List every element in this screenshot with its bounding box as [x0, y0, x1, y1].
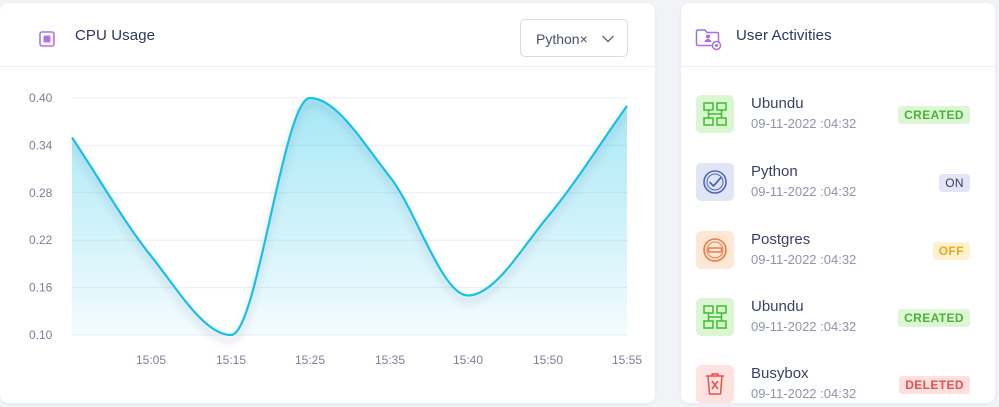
- cpu-card-title: CPU Usage: [75, 27, 156, 44]
- y-axis-ticks: 0.40 0.34 0.28 0.22 0.16 0.10: [29, 91, 53, 342]
- activity-item[interactable]: Ubundu 09-11-2022 :04:32 CREATED: [681, 286, 995, 354]
- activity-time: 09-11-2022 :04:32: [751, 386, 857, 401]
- status-badge: CREATED: [898, 309, 970, 327]
- check-circle-icon: [696, 163, 734, 201]
- no-entry-icon: [696, 231, 734, 269]
- activity-item[interactable]: Postgres 09-11-2022 :04:32 OFF: [681, 219, 995, 287]
- activity-time: 09-11-2022 :04:32: [751, 319, 857, 334]
- status-badge: CREATED: [898, 106, 970, 124]
- activity-time: 09-11-2022 :04:32: [751, 184, 857, 199]
- activity-name: Postgres: [751, 231, 811, 248]
- activity-name: Python: [751, 163, 798, 180]
- y-tick-label: 0.34: [29, 138, 53, 152]
- cpu-usage-card: CPU Usage Python× 0.40 0.34 0.28 0.22 0.16 0.…: [0, 3, 655, 403]
- activity-name: Ubundu: [751, 95, 804, 112]
- activity-item[interactable]: Busybox 09-11-2022 :04:32 DELETED: [681, 353, 995, 403]
- y-tick-label: 0.22: [29, 233, 53, 247]
- cpu-usage-area: [72, 98, 627, 335]
- process-select-dropdown[interactable]: Python×: [520, 19, 628, 57]
- activity-name: Ubundu: [751, 298, 804, 315]
- cpu-chip-icon: [35, 27, 59, 51]
- status-badge: OFF: [932, 242, 970, 260]
- activities-card-header: User Activities: [681, 3, 995, 67]
- x-tick-label: 15:25: [295, 353, 325, 367]
- process-select-value: Python×: [536, 31, 588, 47]
- y-tick-label: 0.40: [29, 91, 53, 105]
- status-badge: DELETED: [899, 376, 970, 394]
- x-tick-label: 15:15: [216, 353, 246, 367]
- activity-item[interactable]: Ubundu 09-11-2022 :04:32 CREATED: [681, 83, 995, 151]
- cpu-card-header: CPU Usage Python×: [0, 3, 655, 67]
- chevron-down-icon: [602, 35, 614, 43]
- cpu-usage-chart: 0.40 0.34 0.28 0.22 0.16 0.10 15:05 15:15 15:25…: [29, 91, 642, 367]
- x-tick-label: 15:50: [533, 353, 563, 367]
- trash-icon: [696, 365, 734, 403]
- folder-user-icon: [695, 29, 722, 51]
- activities-card-title: User Activities: [736, 27, 832, 44]
- x-axis-ticks: 15:05 15:15 15:25 15:35 15:40 15:50 15:55: [136, 353, 642, 367]
- y-tick-label: 0.16: [29, 281, 53, 295]
- x-tick-label: 15:40: [453, 353, 483, 367]
- x-tick-label: 15:55: [612, 353, 642, 367]
- x-tick-label: 15:35: [375, 353, 405, 367]
- activity-time: 09-11-2022 :04:32: [751, 116, 857, 131]
- user-activities-card: User Activities Ubundu 09-11-2022 :04:32…: [681, 3, 995, 403]
- cpu-usage-line: [71, 96, 628, 337]
- network-nodes-icon: [696, 298, 734, 336]
- activity-time: 09-11-2022 :04:32: [751, 252, 857, 267]
- network-nodes-icon: [696, 95, 734, 133]
- y-tick-label: 0.10: [29, 328, 53, 342]
- x-tick-label: 15:05: [136, 353, 166, 367]
- status-badge: ON: [939, 174, 970, 192]
- activity-item[interactable]: Python 09-11-2022 :04:32 ON: [681, 151, 995, 219]
- activity-name: Busybox: [751, 365, 809, 382]
- y-tick-label: 0.28: [29, 186, 53, 200]
